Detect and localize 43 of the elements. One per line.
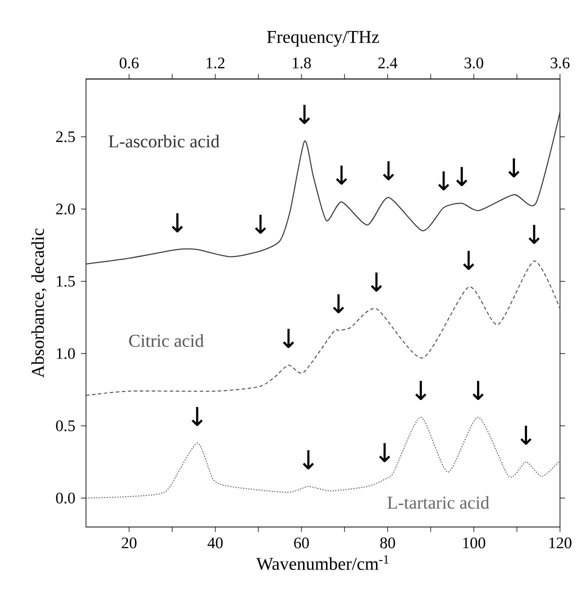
annotation: ↓ (298, 104, 310, 124)
x-tick-label: 100 (463, 538, 486, 548)
annotation: ↓ (332, 294, 344, 314)
annotation: ↓ (528, 224, 540, 244)
annotation: ↓ (336, 166, 348, 185)
y-tick-label: 0.5 (56, 420, 75, 432)
annotation: ↓ (472, 380, 484, 400)
text: Citric acid (129, 334, 204, 347)
y-tick-label: 1.0 (56, 348, 75, 360)
annotation: ↓ (379, 443, 390, 462)
y-tick-label: 2.0 (56, 204, 75, 214)
annotation: ↓ (508, 158, 520, 178)
y-tick-label: 1.5 (56, 276, 75, 287)
annotation: ↓ (370, 272, 382, 292)
annotation: ↓ (415, 380, 426, 400)
x2-tick-label: 3.6 (550, 58, 570, 68)
y-tick-label: 0.0 (56, 492, 75, 504)
annotation: ↓ (172, 213, 183, 232)
x2-tick-label: 3.0 (464, 58, 484, 68)
x-tick-label: 20 (122, 538, 136, 548)
y-tick-label: 2.5 (56, 131, 75, 142)
x-tick-label: 60 (294, 538, 309, 548)
x2-tick-label: 0.6 (120, 58, 139, 68)
annotation: ↓ (254, 214, 266, 234)
x-axis-title: Wavenumber/cm$^{-1}$ (256, 555, 388, 570)
x2-tick-label: 1.2 (206, 58, 224, 68)
annotation: ↓ (456, 167, 468, 186)
x2-axis-title: Frequency/THz (267, 30, 379, 47)
annotation: ↓ (520, 426, 532, 445)
series-label: L-tartaric acid (387, 496, 490, 509)
x-tick-label: 40 (208, 538, 223, 548)
annotation: ↓ (282, 328, 294, 348)
annotation: ↓ (382, 161, 394, 180)
x2-tick-label: 1.8 (292, 58, 311, 68)
annotation: ↓ (302, 450, 314, 470)
annotation: ↓ (192, 406, 203, 426)
x2-tick-label: 2.4 (378, 58, 398, 68)
annotation: ↓ (438, 171, 450, 190)
x-tick-label: 120 (549, 538, 572, 548)
y-axis-title: Absorbance, decadic (31, 228, 47, 378)
text: L-ascorbic acid (108, 134, 220, 148)
annotation: ↓ (463, 250, 474, 270)
x-tick-label: 80 (380, 538, 396, 548)
